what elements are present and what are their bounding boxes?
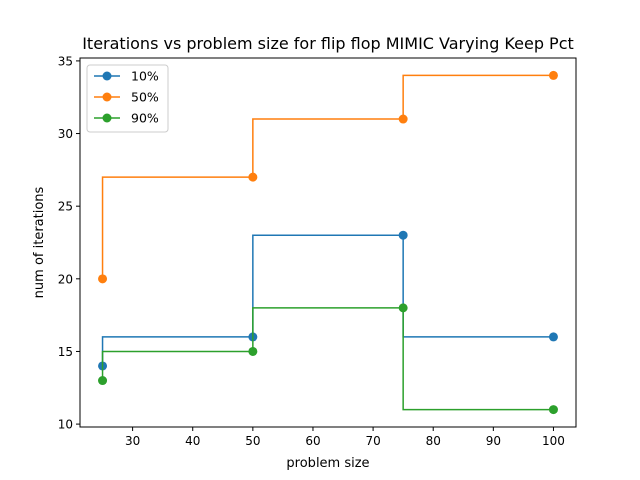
- data-point: [548, 70, 558, 80]
- x-tick-label: 30: [125, 434, 140, 448]
- chart-title: Iterations vs problem size for flip flop…: [82, 34, 574, 53]
- series-1: [98, 70, 558, 284]
- x-tick-label: 40: [185, 434, 200, 448]
- series-line: [101, 307, 554, 411]
- data-point: [548, 405, 558, 415]
- data-point: [98, 376, 108, 386]
- legend-marker: [102, 71, 112, 81]
- x-axis-label: problem size: [286, 456, 369, 471]
- data-point: [398, 114, 408, 124]
- series-line: [101, 74, 554, 279]
- y-tick-label: 10: [58, 418, 73, 432]
- data-point: [98, 274, 108, 284]
- legend-marker: [102, 113, 112, 123]
- legend: 10% 50% 90%: [86, 64, 169, 133]
- y-tick-label: 20: [58, 272, 73, 286]
- x-tick-label: 80: [426, 434, 441, 448]
- y-tick-label: 15: [58, 345, 73, 359]
- legend-label: 10%: [131, 69, 159, 84]
- data-point: [548, 332, 558, 342]
- series-2: [98, 303, 558, 415]
- legend-marker: [102, 92, 112, 102]
- y-tick-label: 35: [58, 54, 73, 68]
- x-tick-label: 50: [245, 434, 260, 448]
- x-axis-ticks: 30 40 50 60 70 80 90 100: [125, 427, 565, 448]
- plot-frame: [79, 57, 577, 428]
- data-point: [398, 230, 408, 240]
- x-tick-label: 90: [486, 434, 501, 448]
- data-point: [248, 172, 258, 182]
- plot-series: [98, 70, 558, 415]
- legend-label: 50%: [131, 90, 159, 105]
- x-tick-label: 100: [542, 434, 565, 448]
- legend-label: 90%: [131, 111, 159, 126]
- x-tick-label: 70: [365, 434, 380, 448]
- y-axis-ticks: 10 15 20 25 30 35: [58, 54, 80, 432]
- y-tick-label: 25: [58, 200, 73, 214]
- y-tick-label: 30: [58, 127, 73, 141]
- y-axis-label: num of iterations: [32, 186, 47, 298]
- x-tick-label: 60: [305, 434, 320, 448]
- data-point: [248, 346, 258, 356]
- data-point: [398, 303, 408, 313]
